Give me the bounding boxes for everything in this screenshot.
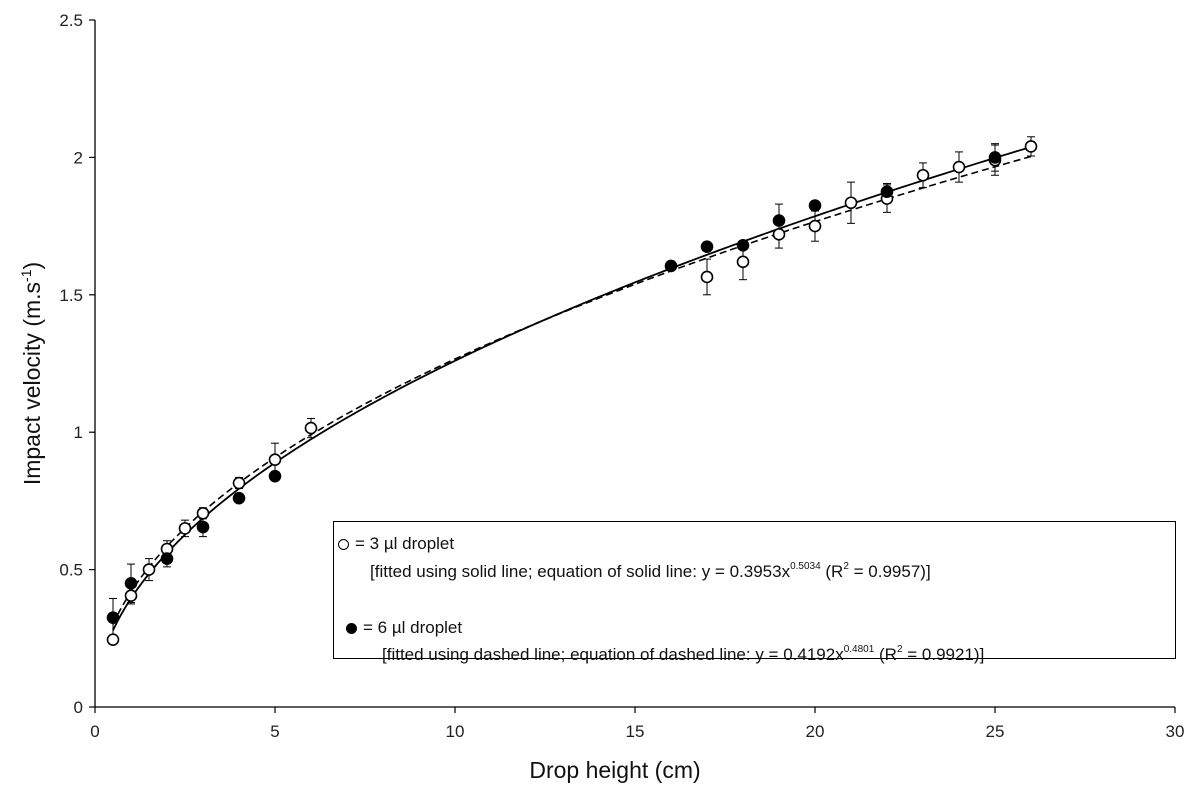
data-point-3ul	[736, 255, 750, 269]
y-axis-title: Impact velocity (m.s-1)	[18, 262, 45, 485]
legend-item-6ul-label: = 6 µl droplet	[363, 618, 463, 637]
open-circle-icon	[338, 539, 349, 550]
data-point-3ul	[178, 522, 192, 535]
fit-curves	[112, 146, 1032, 631]
axes	[89, 19, 1176, 713]
eq2-r2-value: = 0.9921)]	[902, 645, 985, 664]
data-point-3ul	[1024, 140, 1038, 153]
data-point-3ul	[106, 633, 120, 646]
data-point-3ul	[232, 476, 246, 490]
dashed-fit-line	[112, 155, 1032, 625]
data-point-6ul	[268, 469, 282, 483]
data-point-6ul	[124, 577, 138, 590]
data-point-6ul	[106, 611, 120, 624]
eq1-r2-sup: 2	[843, 561, 849, 572]
axis-labels: 0 0.5 1 1.5 2 2.5 0 5 10 15 20 25 30 Drop height (cm)…	[18, 11, 1184, 783]
x-tick-label: 0	[90, 722, 99, 741]
eq1-r2-value: = 0.9957)]	[848, 562, 931, 581]
eq1-exponent: 0.5034	[790, 561, 821, 572]
x-tick-label: 25	[986, 722, 1005, 741]
y-tick-label: 0.5	[59, 561, 83, 580]
data-point-3ul	[142, 563, 156, 576]
solid-fit-line	[112, 146, 1032, 631]
data-point-3ul	[808, 219, 822, 233]
eq1-text: [fitted using solid line; equation of so…	[370, 562, 791, 581]
x-tick-label: 30	[1166, 722, 1185, 741]
data-point-6ul	[700, 240, 714, 254]
data-point-3ul	[268, 453, 282, 466]
y-tick-label: 1.5	[59, 286, 83, 305]
data-point-3ul	[952, 160, 966, 174]
data-point-6ul	[160, 552, 174, 565]
data-point-6ul	[880, 185, 894, 199]
legend-item-3ul-equation: [fitted using solid line; equation of so…	[370, 562, 931, 582]
data-points	[106, 136, 1038, 646]
data-point-3ul	[124, 589, 138, 603]
data-point-3ul	[304, 421, 318, 435]
data-point-6ul	[808, 199, 822, 212]
legend-item-3ul-label: = 3 µl droplet	[355, 534, 455, 553]
eq2-text: [fitted using dashed line; equation of d…	[382, 645, 844, 664]
data-point-6ul	[736, 239, 750, 252]
y-tick-label: 0	[74, 698, 83, 717]
eq2-exponent: 0.4801	[843, 644, 875, 655]
data-point-6ul	[772, 214, 786, 227]
data-point-3ul	[844, 196, 858, 210]
data-point-3ul	[772, 228, 786, 241]
data-point-6ul	[196, 520, 210, 534]
y-tick-label: 2.5	[59, 11, 83, 30]
y-tick-label: 1	[74, 423, 83, 442]
data-point-3ul	[700, 270, 714, 284]
data-point-6ul	[664, 259, 678, 273]
eq2-r: (R	[874, 645, 897, 664]
data-point-6ul	[988, 151, 1002, 164]
data-point-3ul	[196, 506, 210, 520]
legend-item-6ul-equation: [fitted using dashed line; equation of d…	[382, 645, 984, 665]
legend-item-6ul: = 6 µl droplet	[346, 618, 462, 638]
x-tick-label: 15	[626, 722, 645, 741]
x-axis-title: Drop height (cm)	[529, 757, 700, 783]
x-tick-label: 20	[806, 722, 825, 741]
y-tick-label: 2	[74, 148, 83, 167]
x-tick-label: 10	[446, 722, 465, 741]
eq2-r2-sup: 2	[896, 644, 903, 655]
data-point-6ul	[232, 491, 246, 505]
eq1-r: (R	[820, 562, 844, 581]
legend-item-3ul: = 3 µl droplet	[338, 534, 454, 554]
filled-circle-icon	[346, 623, 357, 634]
data-point-3ul	[916, 168, 930, 182]
legend: = 3 µl droplet [fitted using solid line;…	[333, 521, 1176, 664]
x-tick-label: 5	[270, 722, 279, 741]
